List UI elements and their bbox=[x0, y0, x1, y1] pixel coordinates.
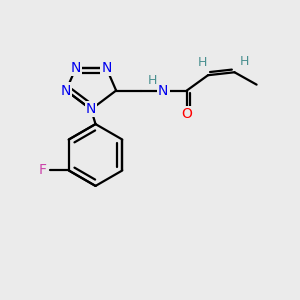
Text: H: H bbox=[198, 56, 207, 69]
Text: H: H bbox=[147, 74, 157, 87]
Text: N: N bbox=[61, 83, 71, 98]
Text: F: F bbox=[38, 164, 46, 178]
Text: H: H bbox=[240, 55, 250, 68]
Text: N: N bbox=[86, 102, 96, 116]
Text: N: N bbox=[158, 83, 168, 98]
Text: N: N bbox=[70, 61, 81, 75]
Text: N: N bbox=[101, 61, 112, 75]
Text: O: O bbox=[182, 107, 192, 121]
